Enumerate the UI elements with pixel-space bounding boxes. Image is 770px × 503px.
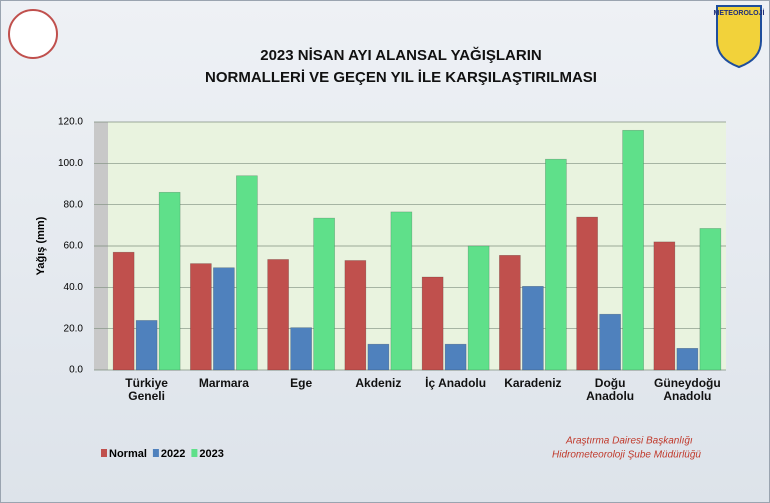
legend-swatch [191,449,198,457]
bar [135,320,158,371]
x-tick-label: Ege [290,376,313,390]
y-axis-label: Yağış (mm) [35,216,47,275]
bar [676,347,699,371]
y-tick-label: 80.0 [64,199,84,210]
x-tick-label: Karadeniz [504,376,562,390]
bar [158,191,181,371]
bar [267,259,289,371]
chart-title: NORMALLERİ VE GEÇEN YIL İLE KARŞILAŞTIRI… [205,69,597,86]
bar [190,263,212,371]
bar [344,260,367,371]
bar [499,255,521,371]
legend-label: 2023 [199,448,223,460]
x-tick-label: İç Anadolu [425,376,487,390]
ministry-logo [8,9,58,59]
x-tick-label: Marmara [198,376,249,390]
legend-swatch [101,449,107,457]
y-tick-label: 20.0 [64,323,84,334]
bar [545,158,567,371]
bar [444,343,467,371]
x-tick-label: Doğu Anadolu [586,376,635,403]
bar [522,285,544,371]
x-tick-label: Akdeniz [355,376,402,390]
meteoroloji-logo [716,5,762,69]
bar [622,129,644,371]
bar [421,276,444,371]
logo-text: METEOROLOJİ [714,9,765,17]
legend-label: 2022 [161,448,185,460]
bar [653,241,676,371]
bar [313,217,335,371]
bar [112,251,135,371]
y-tick-label: 120.0 [58,117,83,128]
bar [599,313,621,371]
y-tick-label: 60.0 [64,241,84,252]
bar [367,343,390,371]
chart-title: 2023 NİSAN AYI ALANSAL YAĞIŞLARIN [260,46,541,64]
bar [699,228,722,371]
footer: Araştırma Dairesi Başkanlığı [565,436,693,447]
footer: Hidrometeoroloji Şube Müdürlüğü [552,450,701,461]
y-tick-label: 100.0 [58,158,83,169]
x-tick-label: Türkiye Geneli [125,376,168,403]
bar [213,267,235,371]
y-tick-label: 40.0 [64,282,84,293]
bar [390,211,413,371]
x-tick-label: Güneydoğu Anadolu [654,376,721,403]
legend-swatch [152,449,159,457]
bar [290,327,312,371]
bar [576,216,598,371]
bar [236,175,258,371]
legend-label: Normal [109,448,147,460]
bar [467,245,490,371]
y-tick-label: 0.0 [69,365,83,376]
